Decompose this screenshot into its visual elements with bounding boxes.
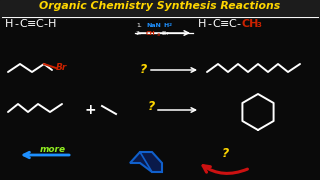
Text: -Br: -Br [161,31,170,36]
Text: ≡: ≡ [220,19,229,29]
Bar [0,0,320,18]
Text: H: H [198,19,206,29]
Text: 3: 3 [257,22,262,28]
Text: ?: ? [222,147,229,160]
Text: Br: Br [56,63,68,72]
Text: -: - [207,19,211,29]
Text: ≡: ≡ [27,19,36,29]
Text: Organic Chemistry Synthesis Reactions: Organic Chemistry Synthesis Reactions [39,1,281,11]
Text: more: more [40,145,66,154]
Text: C: C [228,19,236,29]
Polygon shape [130,152,162,172]
Text: -: - [14,19,18,29]
Text: -: - [43,19,47,29]
Text: 1.: 1. [136,23,142,28]
Text: C: C [35,19,43,29]
Text: +: + [84,103,96,117]
Text: CH: CH [146,31,156,36]
Text: -: - [236,19,240,29]
Text: H: H [163,23,168,28]
Text: CH: CH [242,19,260,29]
Text: 3: 3 [157,33,160,37]
Text: 2: 2 [169,23,172,27]
Text: NaN: NaN [146,23,161,28]
Text: 2.: 2. [136,31,142,36]
Text: C: C [212,19,220,29]
Text: H: H [48,19,56,29]
Text: C: C [19,19,27,29]
Text: H: H [5,19,13,29]
Text: ?: ? [148,100,155,113]
Text: ?: ? [140,63,147,76]
